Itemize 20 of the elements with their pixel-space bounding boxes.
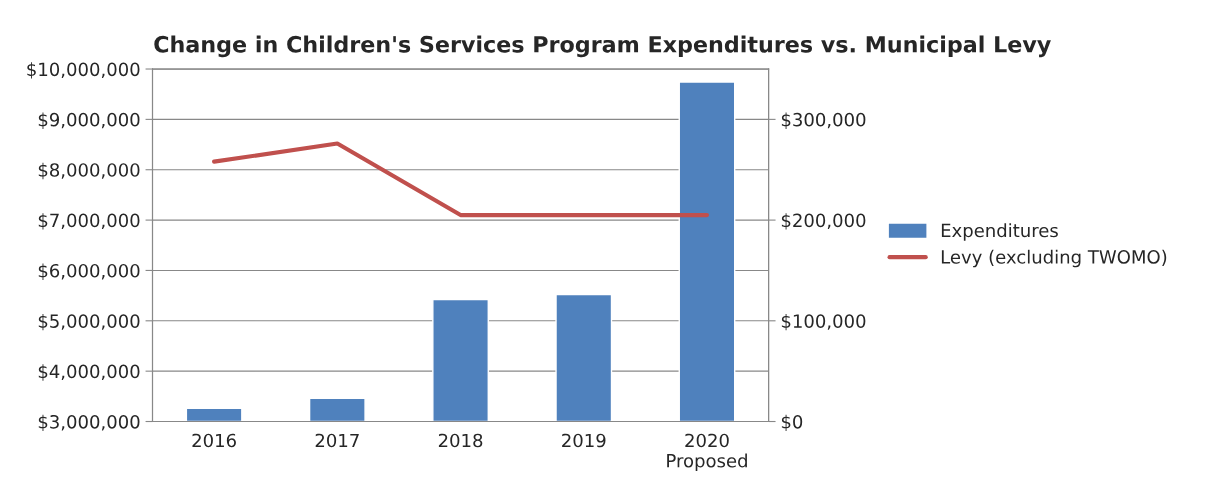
x-tick-label: 2020 Proposed — [667, 433, 747, 472]
x-tick-label: 2016 — [192, 433, 236, 448]
y-tick-label: $8,000,000 — [38, 162, 140, 180]
y-tick-label: $10,000,000 — [27, 62, 140, 79]
y2-tick-label: $200,000 — [781, 213, 866, 230]
y-tick-label: $9,000,000 — [38, 112, 140, 129]
legend-label: Expenditures — [941, 223, 1058, 241]
y-tick-label: $6,000,000 — [38, 263, 140, 280]
legend-label: Levy (excluding TWOMO) — [941, 249, 1167, 268]
y2-tick-label: $300,000 — [781, 112, 866, 129]
x-tick-label: 2019 — [562, 433, 606, 448]
chart-title: Change in Children's Services Program Expenditures vs. Municipal Levy — [154, 35, 1051, 58]
y-tick-label: $4,000,000 — [38, 364, 140, 381]
x-tick-label: 2018 — [438, 433, 483, 448]
y2-tick-label: $100,000 — [781, 313, 866, 331]
y2-tick-label: $0 — [781, 414, 803, 432]
x-tick-label: 2017 — [315, 433, 359, 448]
y-tick-label: $5,000,000 — [38, 313, 140, 331]
y-tick-label: $3,000,000 — [38, 414, 140, 432]
y-tick-label: $7,000,000 — [38, 213, 140, 230]
